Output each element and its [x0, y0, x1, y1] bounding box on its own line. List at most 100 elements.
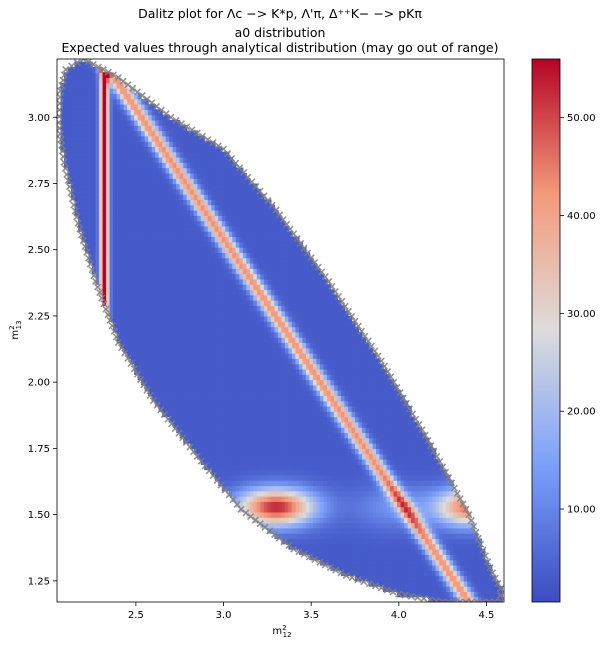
heatmap-cell — [172, 368, 177, 375]
heatmap-cell — [165, 326, 170, 333]
heatmap-cell — [253, 496, 258, 502]
heatmap-cell — [165, 368, 170, 375]
heatmap-cell — [316, 453, 321, 460]
heatmap-cell — [123, 236, 128, 243]
heatmap-cell — [253, 278, 258, 285]
heatmap-cell — [344, 368, 349, 375]
heatmap-cell — [344, 411, 349, 418]
heatmap-cell — [365, 517, 370, 524]
heatmap-cell — [260, 453, 265, 460]
heatmap-cell — [312, 278, 318, 285]
heatmap-cell — [183, 204, 188, 211]
heatmap-cell — [281, 278, 286, 285]
heatmap-cell — [274, 395, 279, 402]
heatmap-cell — [298, 538, 304, 545]
heatmap-cell — [123, 257, 128, 264]
heatmap-cell — [284, 527, 289, 534]
heatmap-cell — [102, 82, 107, 89]
heatmap-cell — [144, 278, 149, 285]
heatmap-cell — [355, 405, 360, 412]
heatmap-cell — [141, 114, 146, 121]
heatmap-cell — [340, 310, 346, 317]
heatmap-cell — [95, 172, 100, 179]
heatmap-cell — [92, 209, 97, 216]
heatmap-cell — [379, 533, 384, 540]
heatmap-cell — [190, 400, 195, 407]
heatmap-cell — [358, 453, 363, 460]
heatmap-cell — [291, 490, 296, 497]
heatmap-cell — [369, 374, 374, 381]
heatmap-cell — [116, 262, 121, 269]
heatmap-cell — [162, 368, 167, 375]
heatmap-cell — [277, 236, 282, 243]
heatmap-cell — [88, 135, 93, 142]
heatmap-cell — [253, 241, 258, 248]
heatmap-cell — [309, 331, 314, 338]
heatmap-cell — [218, 432, 223, 439]
heatmap-cell — [109, 119, 114, 126]
heatmap-cell — [309, 443, 314, 449]
heatmap-cell — [123, 321, 128, 328]
heatmap-cell — [340, 353, 346, 359]
heatmap-cell — [134, 209, 139, 216]
heatmap-cell — [305, 400, 311, 407]
heatmap-cell — [109, 231, 114, 238]
heatmap-cell — [246, 278, 251, 285]
heatmap-cell — [295, 506, 300, 513]
heatmap-cell — [207, 199, 212, 206]
heatmap-cell — [113, 135, 118, 142]
heatmap-cell — [221, 294, 226, 301]
heatmap-cell — [355, 506, 360, 513]
heatmap-cell — [393, 575, 398, 582]
heatmap-cell — [330, 427, 335, 434]
heatmap-cell — [200, 220, 205, 227]
heatmap-cell — [330, 469, 335, 476]
heatmap-cell — [235, 326, 240, 333]
heatmap-cell — [232, 347, 237, 354]
heatmap-cell — [214, 247, 219, 253]
heatmap-cell — [305, 522, 311, 529]
heatmap-cell — [379, 374, 384, 381]
heatmap-cell — [106, 257, 111, 264]
heatmap-cell — [183, 162, 188, 169]
heatmap-cell — [207, 284, 212, 291]
heatmap-cell — [333, 543, 339, 550]
heatmap-cell — [369, 480, 374, 487]
heatmap-cell — [330, 400, 335, 407]
heatmap-cell — [302, 247, 307, 253]
heatmap-cell — [351, 390, 356, 396]
heatmap-cell — [214, 458, 219, 465]
heatmap-cell — [281, 353, 286, 359]
heatmap-cell — [207, 231, 212, 238]
heatmap-cell — [274, 342, 279, 349]
heatmap-cell — [298, 331, 304, 338]
heatmap-cell — [256, 278, 261, 285]
heatmap-cell — [305, 511, 311, 518]
heatmap-cell — [130, 284, 135, 291]
heatmap-cell — [123, 225, 128, 232]
heatmap-cell — [144, 215, 149, 222]
heatmap-cell — [323, 284, 328, 291]
heatmap-cell — [386, 559, 391, 566]
heatmap-cell — [169, 247, 174, 253]
heatmap-cell — [263, 368, 268, 375]
heatmap-cell — [193, 411, 198, 418]
heatmap-cell — [183, 183, 188, 190]
heatmap-cell — [116, 119, 121, 126]
heatmap-cell — [351, 347, 356, 354]
heatmap-cell — [351, 496, 356, 502]
heatmap-cell — [319, 453, 325, 460]
heatmap-cell — [383, 501, 388, 508]
heatmap-cell — [263, 464, 268, 471]
heatmap-cell — [92, 93, 97, 100]
heatmap-cell — [169, 204, 174, 211]
heatmap-cell — [109, 72, 114, 79]
heatmap-cell — [351, 416, 356, 423]
heatmap-cell — [197, 315, 202, 322]
heatmap-cell — [95, 72, 100, 79]
heatmap-cell — [355, 464, 360, 471]
heatmap-cell — [253, 390, 258, 396]
heatmap-cell — [158, 151, 163, 158]
heatmap-cell — [85, 72, 90, 79]
heatmap-cell — [148, 326, 153, 333]
